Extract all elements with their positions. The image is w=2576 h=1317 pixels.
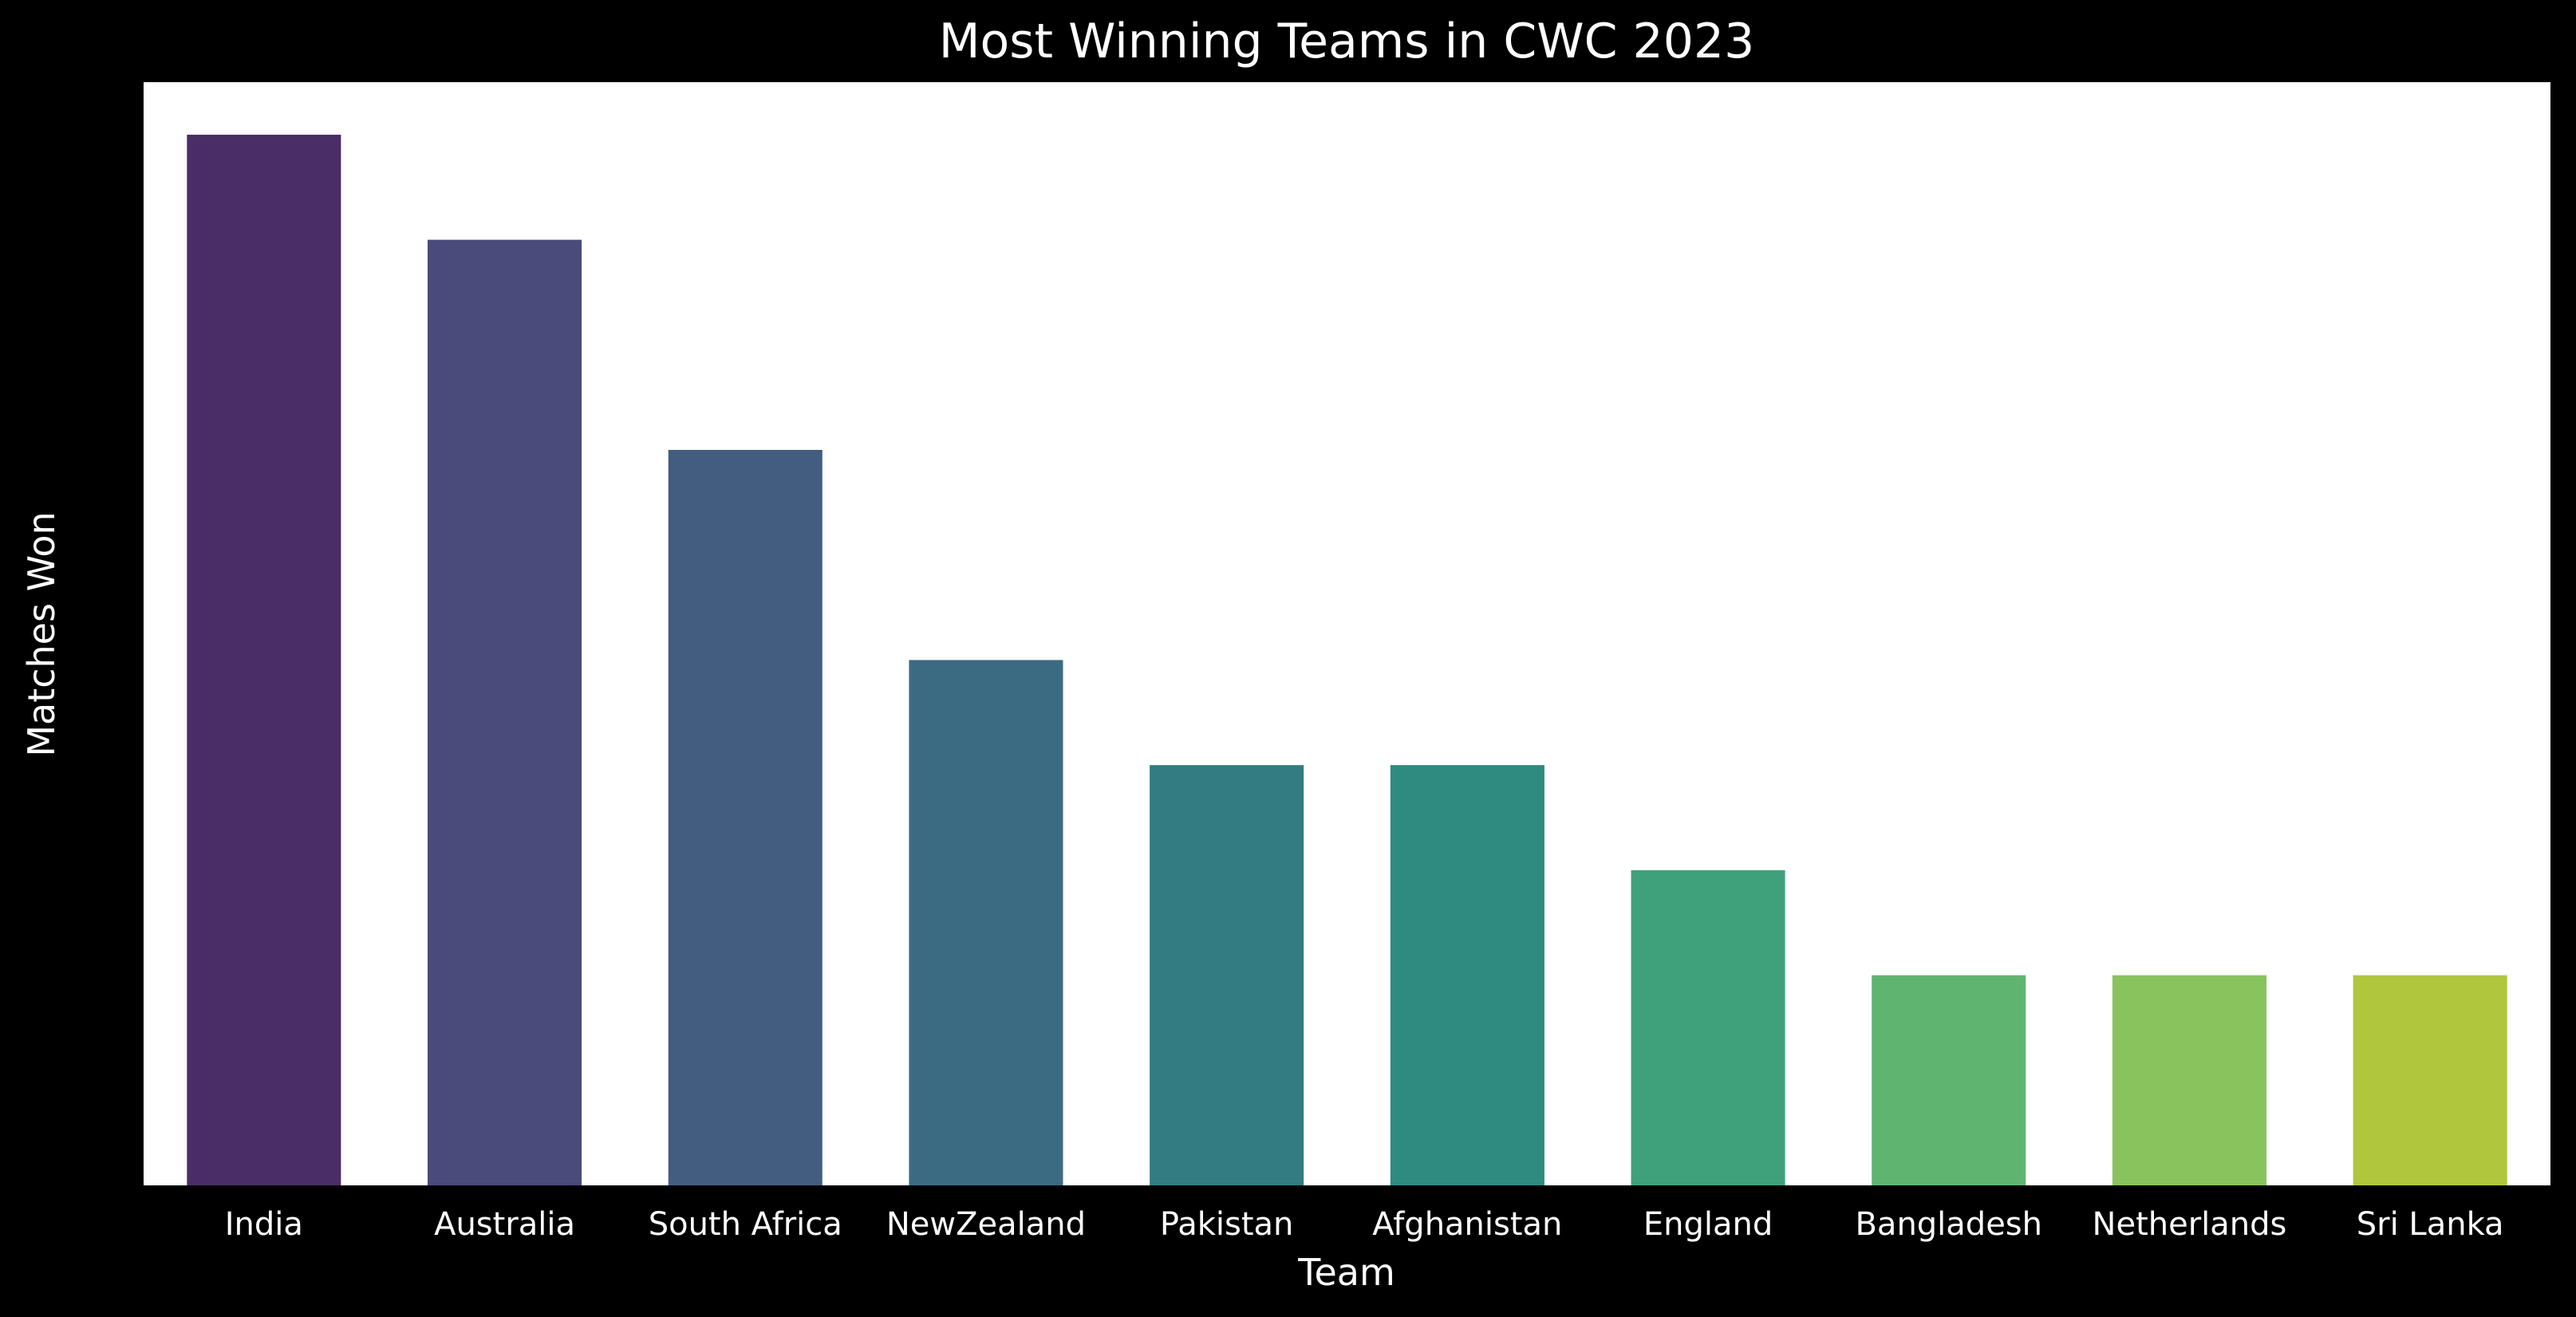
bar-sri-lanka <box>2353 975 2507 1185</box>
x-tick-label: Netherlands <box>2093 1206 2287 1243</box>
x-tick-label: Afghanistan <box>1372 1206 1562 1243</box>
y-axis-label: Matches Won <box>20 511 63 756</box>
bar-england <box>1631 869 1785 1185</box>
bar-afghanistan <box>1390 765 1544 1185</box>
bars-group <box>187 134 2507 1186</box>
x-tick-label: Bangladesh <box>1855 1206 2042 1243</box>
x-tick-label: Sri Lanka <box>2357 1206 2504 1243</box>
x-tick-label: India <box>225 1206 303 1243</box>
bar-south-africa <box>668 450 823 1185</box>
x-tick-label: England <box>1643 1206 1773 1243</box>
x-tick-label: South Africa <box>649 1206 842 1243</box>
x-tick-label: NewZealand <box>886 1206 1086 1243</box>
x-tick-label: Australia <box>434 1206 575 1243</box>
x-tick-labels: India Australia South Africa NewZealand Paki… <box>225 1206 2504 1243</box>
chart-title: Most Winning Teams in CWC 2023 <box>939 14 1755 69</box>
x-tick-label: Pakistan <box>1160 1206 1294 1243</box>
bar-newzealand <box>909 660 1063 1185</box>
bar-pakistan <box>1150 765 1304 1185</box>
bar-bangladesh <box>1872 975 2026 1185</box>
x-axis-label: Team <box>1297 1251 1395 1294</box>
bar-netherlands <box>2112 975 2266 1185</box>
bar-india <box>187 134 341 1185</box>
bar-australia <box>428 239 582 1186</box>
